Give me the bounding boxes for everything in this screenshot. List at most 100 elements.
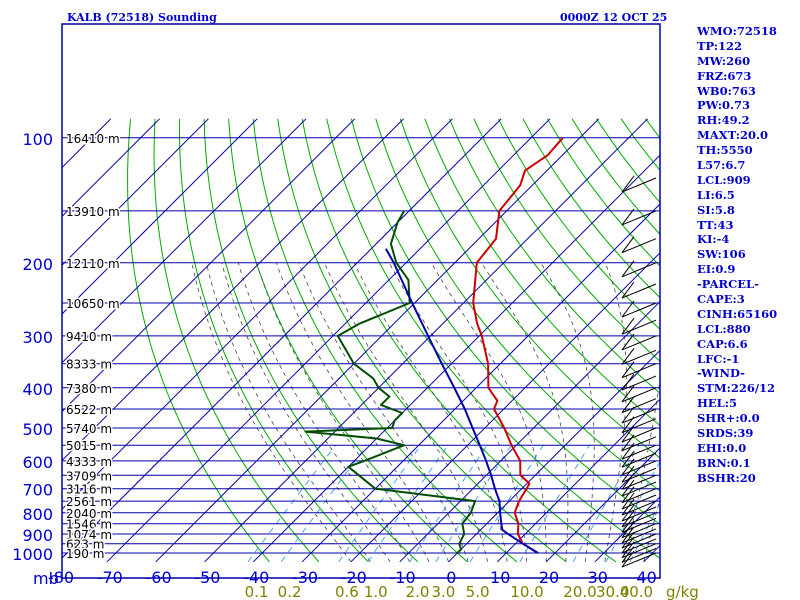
isotherm-line: [62, 118, 453, 510]
mixing-ratio-line: [605, 460, 660, 563]
height-label: 10650 m: [66, 297, 120, 311]
parcel-lcl-index: LCL:880: [697, 321, 751, 336]
maxt-index: MAXT:20.0: [697, 128, 768, 143]
moist-adiabat: [353, 262, 508, 562]
si-index: SI:5.8: [697, 202, 735, 217]
barb-staff: [621, 538, 657, 554]
barb-staff: [621, 262, 657, 278]
barb-staff: [621, 506, 657, 522]
pressure-tick-label: 400: [22, 380, 53, 399]
moist-adiabat: [430, 262, 547, 562]
isotherm-line: [253, 154, 660, 563]
pressure-tick-label: 700: [22, 481, 53, 500]
isotherm-line: [62, 118, 209, 266]
wind-barb: [621, 450, 657, 468]
temperature-tick-label: -30: [292, 568, 318, 587]
wind-barbs: [621, 175, 657, 568]
pressure-tick-label: 800: [22, 505, 53, 524]
height-label: 8333 m: [66, 358, 112, 372]
isotherm-line: [62, 118, 356, 413]
mw-index: MW:260: [697, 53, 751, 68]
wind-barb: [621, 281, 657, 299]
wind-barb: [621, 373, 657, 391]
parcel-section-header: -PARCEL-: [697, 277, 759, 292]
isotherm-line: [62, 118, 258, 315]
height-label: 9410 m: [66, 330, 112, 344]
pressure-tick-label: 100: [22, 130, 53, 149]
wind-barb: [621, 465, 657, 483]
barb-flag: [621, 450, 635, 468]
temperature-tick-label: 40: [636, 568, 656, 587]
wind-barb: [621, 498, 657, 516]
mixing-ratio-line: [572, 444, 640, 563]
isotherm-line: [350, 252, 660, 563]
moist-adiabat: [256, 262, 430, 562]
hel-index: HEL:5: [697, 396, 737, 411]
mixing-ratio-label: 5.0: [466, 583, 490, 600]
isotherm-line: [399, 300, 660, 563]
barb-staff: [621, 481, 657, 497]
barb-staff: [621, 488, 657, 504]
mixing-ratio-label: 2.0: [406, 583, 430, 600]
cinh-index: CINH:65160: [697, 306, 778, 321]
barb-staff: [621, 427, 657, 443]
temperature-tick-label: 20: [539, 568, 559, 587]
wind-barb: [621, 396, 657, 414]
isotherm-line: [62, 118, 307, 364]
barb-flag: [621, 479, 635, 497]
height-label: 4333 m: [66, 455, 112, 469]
moist-adiabat: [324, 262, 488, 562]
barb-staff: [621, 547, 657, 563]
th-index: TH:5550: [697, 143, 753, 158]
wind-barb: [621, 300, 657, 318]
wb0-index: WB0:763: [697, 83, 756, 98]
barb-staff: [621, 177, 657, 193]
temperature-tick-label: -70: [97, 568, 123, 587]
wind-barb: [621, 536, 657, 554]
height-label: 5015 m: [66, 439, 112, 453]
pressure-tick-label: 200: [22, 255, 53, 274]
pw-index: PW:0.73: [697, 98, 751, 113]
ehi-index: EHI:0.0: [697, 440, 747, 455]
wind-barb: [621, 236, 657, 254]
barb-staff: [621, 452, 657, 468]
barb-staff: [621, 460, 657, 476]
mixing-ratio-label: 0.6: [335, 583, 359, 600]
brn-index: BRN:0.1: [697, 455, 751, 470]
temperature-tick-label: -50: [194, 568, 220, 587]
barb-flag: [621, 317, 635, 335]
barb-staff: [621, 349, 657, 365]
srds-index: SRDS:39: [697, 426, 754, 441]
moist-adiabat: [643, 497, 660, 562]
mixing-ratio-label: 0.2: [278, 583, 302, 600]
pressure-tick-label: 900: [22, 526, 53, 545]
height-label: 190 m: [66, 547, 104, 561]
temperature-tick-label: 30: [588, 568, 608, 587]
height-label: 5740 m: [66, 422, 112, 436]
moist-adiabat: [221, 262, 391, 562]
isotherm-line: [106, 118, 551, 563]
barb-flag: [621, 492, 635, 510]
stm-index: STM:226/12: [697, 381, 776, 396]
wind-barb: [621, 406, 657, 424]
tp-index: TP:122: [697, 38, 743, 53]
barb-flag: [621, 385, 635, 403]
barb-flag: [621, 333, 635, 351]
frz-index: FRZ:673: [697, 68, 752, 83]
cape-index: CAPE:3: [697, 292, 745, 307]
isotherm-line: [62, 118, 404, 462]
barb-flag: [621, 281, 635, 299]
isotherm-line: [448, 349, 660, 563]
barb-flag: [621, 361, 635, 379]
mixing-ratio-label: 10.0: [510, 583, 543, 600]
barb-staff: [621, 494, 657, 510]
height-label: 16410 m: [66, 132, 120, 146]
barb-staff: [621, 238, 657, 254]
ki-index: KI:-4: [697, 232, 730, 247]
moist-adiabat: [191, 262, 352, 563]
moist-adiabat: [481, 262, 569, 562]
wind-barb: [621, 472, 657, 490]
barb-flag: [621, 465, 635, 483]
